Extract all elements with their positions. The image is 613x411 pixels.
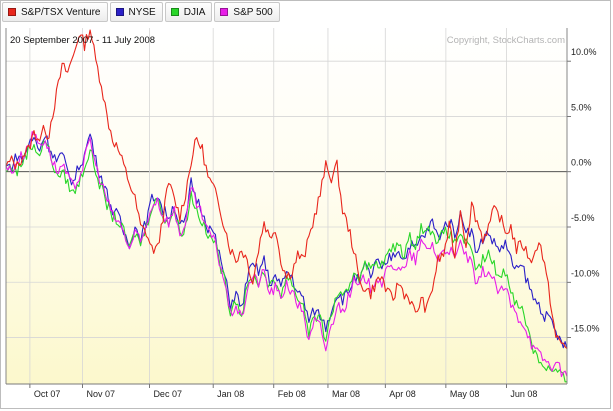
copyright-label: Copyright, StockCharts.com [447,35,565,46]
legend-swatch-sp500 [220,8,229,16]
y-tick-label: 0.0% [571,158,592,168]
date-range-label: 20 September 2007 - 11 July 2008 [10,35,155,46]
legend-swatch-djia [170,8,179,16]
legend-swatch-nyse [115,8,124,16]
y-tick-label: -15.0% [571,324,600,334]
legend-item-tsx-venture[interactable]: S&P/TSX Venture [2,2,108,22]
x-tick-label: Oct 07 [34,389,61,399]
legend-label-nyse: NYSE [128,6,156,18]
x-tick-label: May 08 [450,389,480,399]
y-tick-label: 5.0% [571,102,592,112]
x-tick-label: Jan 08 [217,389,244,399]
legend-label-djia: DJIA [183,6,206,18]
series-line-nyse [5,133,568,349]
x-tick-label: Feb 08 [278,389,306,399]
y-tick-label: -10.0% [571,268,600,278]
y-tick-label: -5.0% [571,213,595,223]
series-line-s-p-tsx-venture [5,29,568,349]
x-tick-label: Nov 07 [87,389,116,399]
legend-label-sp500: S&P 500 [233,6,273,18]
x-tick-label: Apr 08 [389,389,416,399]
legend: S&P/TSX Venture NYSE DJIA S&P 500 [2,2,280,24]
legend-label-tsx-venture: S&P/TSX Venture [21,6,101,18]
x-tick-label: Jun 08 [510,389,537,399]
series-layer [5,29,568,383]
x-tick-label: Dec 07 [153,389,182,399]
plot-area [6,28,567,384]
x-tick-label: Mar 08 [332,389,360,399]
y-tick-label: 10.0% [571,47,597,57]
legend-item-sp500[interactable]: S&P 500 [214,2,280,22]
series-line-djia [5,140,567,383]
legend-item-nyse[interactable]: NYSE [109,2,163,22]
series-line-s-p-500 [5,130,568,378]
axis-layer: 10.0% 5.0% 0.0% -5.0% -10.0% -15.0% Oct 07 Nov … [5,28,600,399]
legend-swatch-tsx-venture [8,8,16,16]
legend-item-djia[interactable]: DJIA [164,2,213,22]
